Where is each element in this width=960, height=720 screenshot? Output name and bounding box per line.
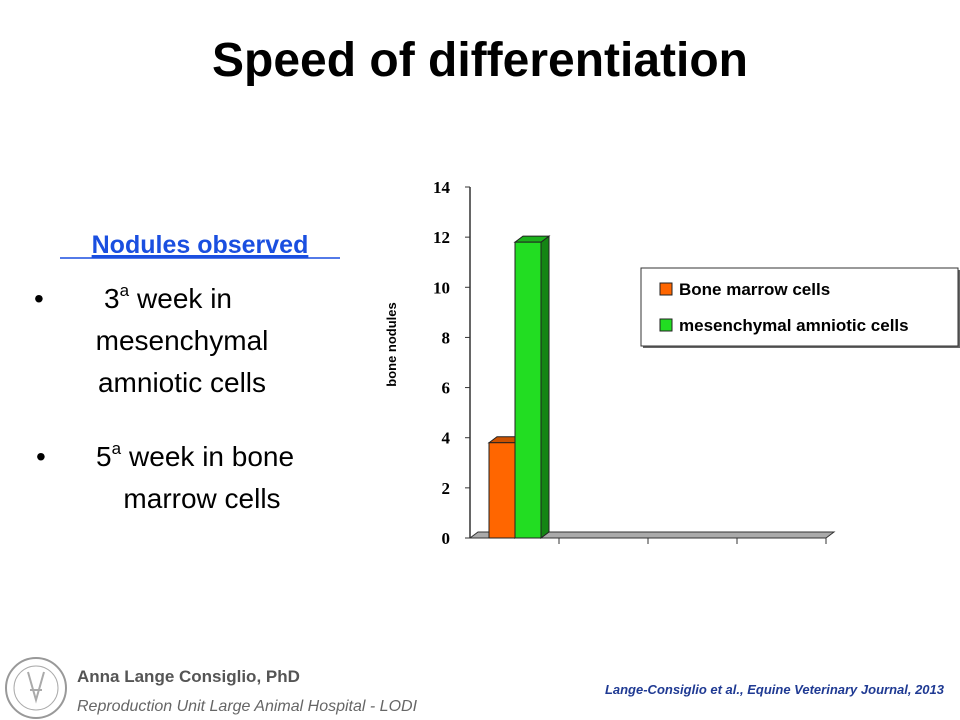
bullet-line: amniotic cells — [98, 367, 266, 398]
bullet-text: 3a week in mesenchymal amniotic cells — [96, 281, 269, 398]
subheading-link[interactable]: Nodules observed — [92, 231, 309, 259]
bullet-dot: • — [36, 441, 46, 472]
y-tick-label: 2 — [442, 479, 451, 498]
y-tick-label: 4 — [442, 429, 451, 448]
slide-title: Speed of differentiation — [212, 34, 748, 87]
logo — [5, 657, 67, 719]
bullet-number: 5 — [96, 441, 112, 472]
legend-label: mesenchymal amniotic cells — [679, 316, 909, 335]
bullet-text: 5a week in bone marrow cells — [96, 439, 294, 514]
bullet-line: week in bone — [128, 441, 294, 472]
legend-box — [640, 267, 959, 347]
bar — [488, 442, 516, 539]
bar-side — [540, 235, 550, 539]
bullet-number: 3 — [104, 283, 120, 314]
y-axis-label: bone nodules — [384, 302, 399, 387]
bullet-dot: • — [34, 283, 44, 314]
footer-affiliation: Reproduction Unit Large Animal Hospital … — [77, 698, 418, 715]
bullet-line: week in — [136, 283, 232, 314]
footer-author: Anna Lange Consiglio, PhD — [77, 667, 300, 686]
y-tick-label: 12 — [433, 228, 450, 247]
bullet-superscript: a — [112, 439, 122, 458]
y-tick-label: 6 — [442, 379, 451, 398]
y-tick-label: 8 — [442, 328, 451, 347]
chart: 0 2 4 6 8 10 12 14 bone nodules Bone marrow cells… — [384, 178, 960, 548]
y-tick-label: 10 — [433, 278, 450, 297]
bullet-line: mesenchymal — [96, 325, 269, 356]
legend-swatch — [659, 282, 673, 296]
y-tick-label: 14 — [433, 178, 451, 197]
bar — [514, 241, 542, 539]
bullet-superscript: a — [120, 281, 130, 300]
chart-floor — [468, 531, 836, 539]
legend-swatch — [659, 318, 673, 332]
y-tick-label: 0 — [442, 529, 451, 548]
bullet-line: marrow cells — [123, 483, 280, 514]
legend-label: Bone marrow cells — [679, 280, 830, 299]
footer-citation: Lange-Consiglio et al., Equine Veterinar… — [605, 682, 945, 697]
